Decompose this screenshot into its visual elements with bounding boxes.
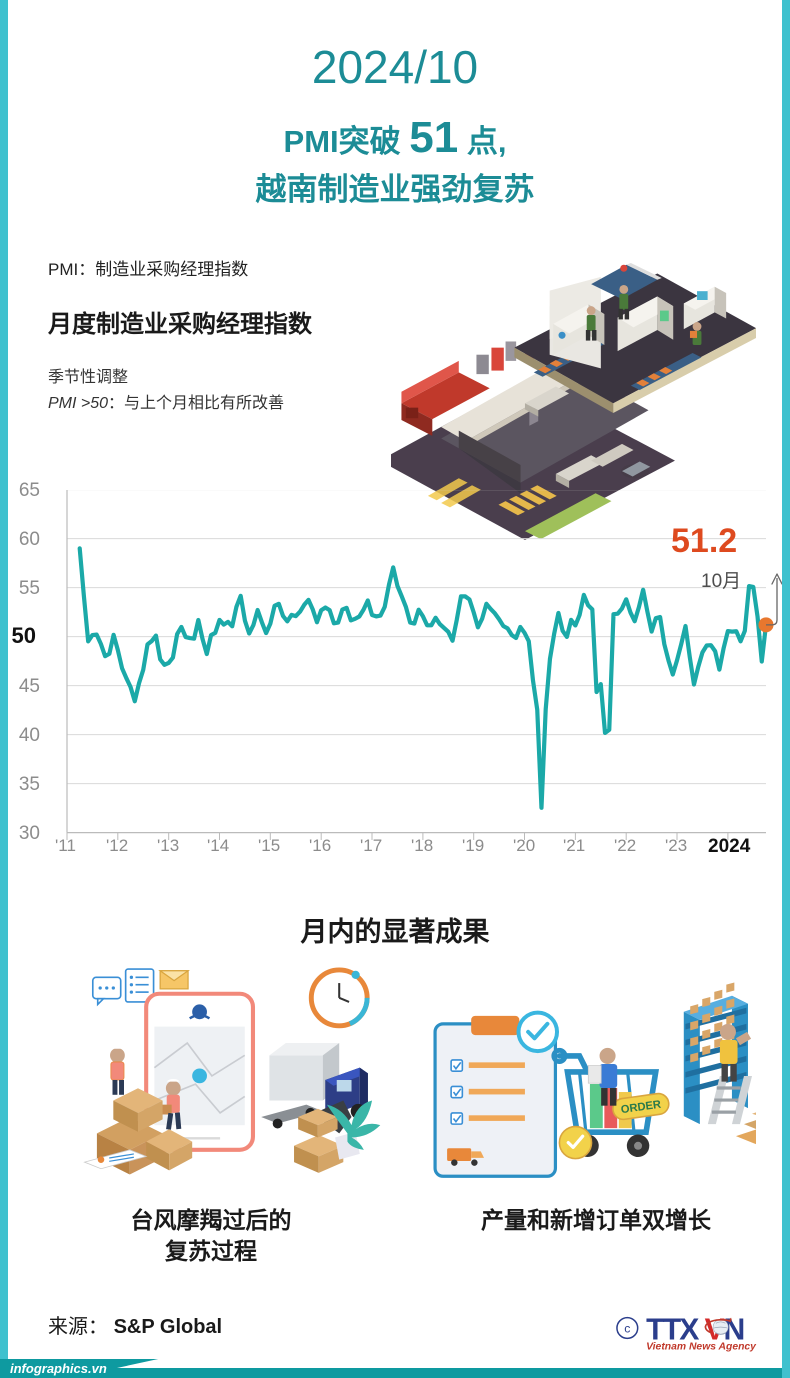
svg-text:c: c bbox=[624, 1322, 630, 1336]
svg-text:Vietnam News Agency: Vietnam News Agency bbox=[646, 1342, 757, 1353]
